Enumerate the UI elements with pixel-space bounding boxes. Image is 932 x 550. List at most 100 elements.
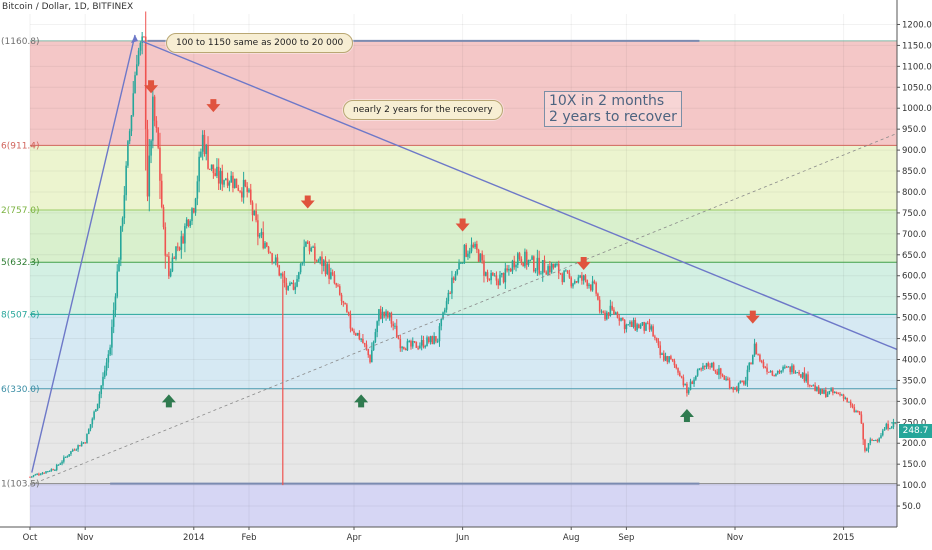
candle-body: [257, 220, 259, 237]
candle-body: [718, 368, 720, 375]
candle-body: [360, 338, 362, 340]
candle-body: [696, 369, 699, 376]
candle-body: [388, 312, 391, 318]
candle-body: [470, 244, 473, 252]
candle-body: [734, 387, 736, 390]
candle-body: [776, 370, 779, 374]
candle-body: [283, 276, 286, 283]
candle-body: [771, 371, 774, 376]
candle-body: [467, 253, 469, 257]
candle-body: [597, 293, 599, 300]
candle-body: [221, 170, 224, 185]
candle-body: [500, 273, 503, 275]
candle-body: [511, 260, 514, 272]
candle-body: [598, 299, 601, 312]
candle-body: [634, 320, 637, 331]
time-tick-label: Aug: [563, 533, 580, 543]
candle-body: [516, 253, 519, 265]
candle-body: [844, 397, 847, 399]
candle-body: [340, 294, 343, 302]
candle-body: [392, 323, 394, 327]
candle-body: [278, 265, 281, 276]
candle-body: [207, 145, 209, 169]
candle-body: [84, 442, 86, 444]
candle-body: [103, 370, 106, 377]
candle-body: [356, 332, 359, 336]
candle-body: [111, 326, 113, 348]
candle-body: [449, 292, 451, 294]
candle-body: [296, 278, 298, 287]
candle-body: [79, 445, 81, 447]
time-tick-label: Nov: [77, 533, 94, 543]
sell-signal-arrow: [745, 310, 760, 324]
annotation-bubble-recovery[interactable]: nearly 2 years for the recovery: [343, 100, 503, 120]
candle-body: [153, 96, 156, 121]
candle-body: [835, 391, 838, 394]
price-tick-label: 1000.0: [902, 104, 932, 114]
candle-body: [330, 272, 332, 279]
candle-body: [858, 411, 861, 415]
candle-body: [541, 260, 544, 274]
candle-body: [529, 259, 532, 261]
candle-body: [166, 255, 168, 257]
candle-body: [137, 50, 140, 65]
candle-body: [584, 275, 587, 281]
candle-body: [646, 322, 649, 324]
sell-signal-arrow: [300, 195, 315, 209]
candle-body: [543, 260, 546, 273]
candle-body: [274, 257, 277, 262]
candle-body: [821, 389, 824, 394]
candle-body: [730, 387, 733, 389]
annotation-text-box[interactable]: 10X in 2 months 2 years to recover: [544, 91, 682, 127]
candle-body: [152, 96, 154, 141]
candle-body: [112, 310, 115, 327]
candle-body: [125, 165, 127, 196]
sell-signal-arrow: [576, 257, 591, 271]
candle-body: [159, 147, 161, 181]
annotation-bubble-scale[interactable]: 100 to 1150 same as 2000 to 20 000: [166, 33, 354, 53]
candle-body: [173, 257, 176, 259]
candle-body: [372, 341, 375, 351]
candle-body: [354, 333, 357, 336]
candle-body: [308, 244, 311, 252]
candle-body: [559, 273, 562, 275]
time-tick-label: Apr: [347, 533, 362, 543]
candle-body: [184, 226, 186, 244]
fib-band: [30, 483, 897, 527]
candle-body: [225, 178, 227, 181]
candle-body: [625, 324, 628, 330]
candle-body: [657, 340, 660, 346]
candle-body: [666, 356, 669, 362]
candle-body: [422, 339, 425, 348]
candle-body: [636, 324, 638, 331]
candle-body: [192, 208, 195, 213]
candle-body: [864, 439, 866, 451]
candle-body: [458, 263, 460, 270]
candle-body: [568, 273, 571, 278]
candle-body: [109, 347, 111, 355]
candle-body: [338, 286, 341, 295]
candle-body: [682, 377, 685, 386]
candle-body: [403, 346, 405, 349]
candle-body: [855, 410, 857, 412]
candle-body: [70, 451, 72, 455]
candle-body: [385, 311, 387, 317]
price-tick-label: 200.0: [902, 439, 926, 449]
candle-body: [885, 423, 888, 430]
price-tick-label: 950.0: [902, 125, 926, 135]
candle-body: [119, 226, 122, 260]
candle-body: [399, 339, 402, 349]
candle-body: [712, 362, 715, 371]
candle-body: [684, 383, 686, 386]
candle-body: [484, 272, 487, 276]
candle-body: [168, 256, 170, 277]
candle-body: [620, 317, 622, 321]
candle-body: [169, 271, 172, 277]
candle-body: [860, 414, 863, 424]
candle-body: [565, 270, 567, 272]
candle-body: [784, 366, 786, 368]
candle-body: [680, 376, 683, 378]
candle-body: [502, 273, 505, 283]
candle-body: [228, 182, 231, 186]
